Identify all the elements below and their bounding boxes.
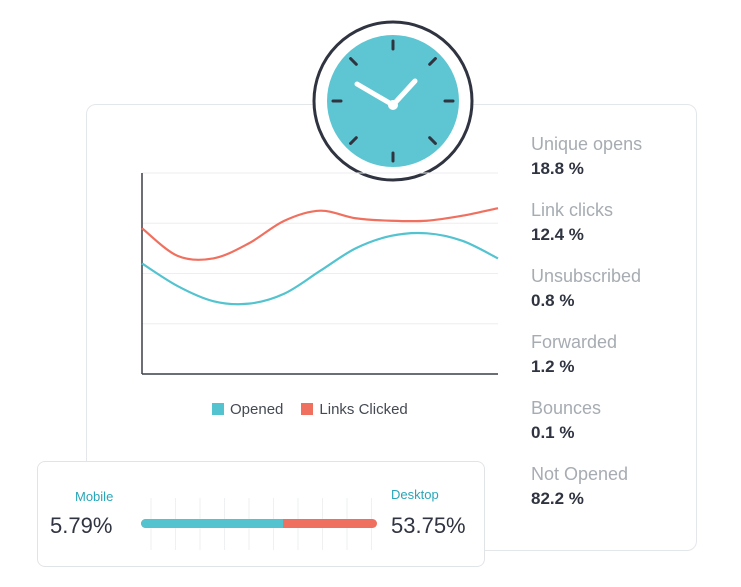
mobile-value: 5.79% <box>50 513 113 538</box>
legend-swatch-links-clicked <box>301 403 314 415</box>
device-card <box>37 461 485 567</box>
stat-value: 82.2 % <box>531 489 584 508</box>
legend-label-opened: Opened <box>230 400 284 418</box>
legend-label-links-clicked: Links Clicked <box>319 400 408 418</box>
stat-unique-opens: Unique opens 18.8 % <box>531 132 691 198</box>
stat-value: 18.8 % <box>531 159 584 178</box>
stat-bounces: Bounces 0.1 % <box>531 396 691 462</box>
chart-legend: Opened Links Clicked <box>212 399 426 419</box>
stat-link-clicks: Link clicks 12.4 % <box>531 198 691 264</box>
stat-value: 0.8 % <box>531 291 575 310</box>
series-line-opened <box>141 231 499 306</box>
clock-icon <box>312 20 474 182</box>
stat-label: Not Opened <box>531 464 629 484</box>
stat-label: Link clicks <box>531 200 614 220</box>
chart-grid <box>142 172 498 325</box>
desktop-value: 53.75% <box>391 513 466 538</box>
legend-swatch-opened <box>212 403 224 415</box>
desktop-label: Desktop <box>391 487 439 502</box>
device-split-bar <box>141 519 377 528</box>
stat-value: 1.2 % <box>531 357 575 376</box>
stat-label: Unique opens <box>531 134 643 154</box>
mobile-share-fill <box>141 519 283 528</box>
stats-list: Unique opens 18.8 % Link clicks 12.4 % U… <box>531 132 691 528</box>
stat-value: 12.4 % <box>531 225 584 244</box>
stat-label: Bounces <box>531 398 602 418</box>
legend-item-links-clicked: Links Clicked <box>301 400 408 418</box>
stat-unsubscribed: Unsubscribed 0.8 % <box>531 264 691 330</box>
series-line-links-clicked <box>141 207 499 261</box>
stat-not-opened: Not Opened 82.2 % <box>531 462 691 528</box>
stat-label: Unsubscribed <box>531 266 642 286</box>
stat-value: 0.1 % <box>531 423 575 442</box>
stat-label: Forwarded <box>531 332 618 352</box>
stat-forwarded: Forwarded 1.2 % <box>531 330 691 396</box>
mobile-label: Mobile <box>75 489 114 504</box>
line-chart <box>141 172 499 375</box>
legend-item-opened: Opened <box>212 401 283 418</box>
